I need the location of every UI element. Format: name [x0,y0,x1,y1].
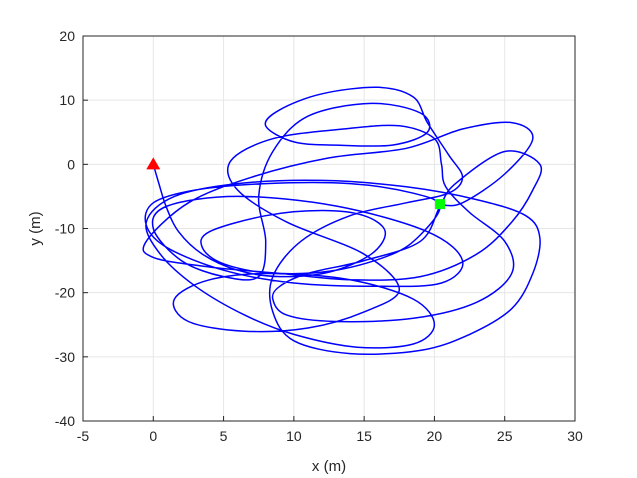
marker-layer [146,157,446,210]
y-axis-label: y (m) [27,211,44,245]
y-tick-label: 0 [67,156,75,172]
x-tick-label: 10 [286,428,302,444]
x-tick-label: 5 [220,428,228,444]
y-tick-label: -40 [55,413,75,429]
y-tick-label: -20 [55,285,75,301]
x-tick-label: 25 [497,428,513,444]
y-tick-label: -30 [55,349,75,365]
x-tick-label: 15 [356,428,372,444]
y-tick-label: 20 [59,28,75,44]
axis-ticks: -5 0 5 10 15 20 25 30 -40 -30 -20 -10 0 10 20 [55,28,583,444]
trajectory-line [142,86,543,355]
y-tick-label: -10 [55,221,75,237]
x-axis-label: x (m) [312,458,346,475]
x-tick-label: -5 [77,428,90,444]
grid [82,35,576,422]
start-marker-triangle [146,157,161,170]
y-tick-label: 10 [59,92,75,108]
x-tick-label: 30 [567,428,583,444]
x-tick-label: 20 [427,428,443,444]
series-layer [142,86,543,355]
end-marker-square [435,199,446,210]
x-tick-label: 0 [149,428,157,444]
